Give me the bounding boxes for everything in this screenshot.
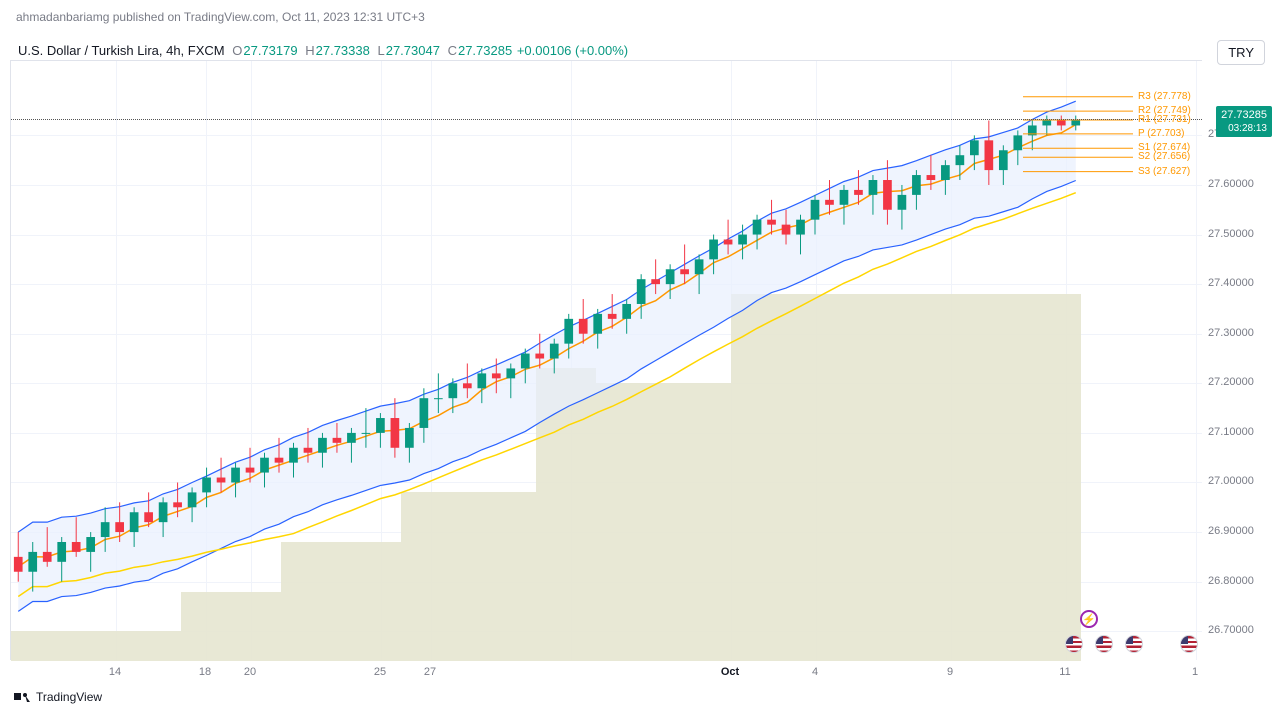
y-tick-label: 27.40000 — [1208, 277, 1254, 289]
y-tick-label: 27.50000 — [1208, 228, 1254, 240]
y-tick-label: 27.20000 — [1208, 376, 1254, 388]
x-tick-label: 27 — [424, 666, 436, 678]
chart-title: U.S. Dollar / Turkish Lira, 4h, FXCM O27… — [18, 43, 628, 58]
y-tick-label: 27.30000 — [1208, 327, 1254, 339]
y-tick-label: 27.60000 — [1208, 178, 1254, 190]
pivot-label-r1: R1 (27.731) — [1138, 114, 1191, 125]
chart-area[interactable]: R3 (27.778)R2 (27.749)R1 (27.731)P (27.7… — [10, 60, 1202, 660]
x-tick-label: 20 — [244, 666, 256, 678]
flag-us-icon — [1065, 635, 1083, 653]
x-axis: 1418202527Oct49111 — [10, 660, 1202, 690]
publish-header: ahmadanbariamg published on TradingView.… — [16, 10, 425, 24]
x-tick-label: 25 — [374, 666, 386, 678]
y-tick-label: 27.10000 — [1208, 426, 1254, 438]
x-tick-label: Oct — [721, 666, 739, 678]
y-tick-label: 27.00000 — [1208, 475, 1254, 487]
y-axis: 27.7000027.6000027.5000027.4000027.30000… — [1202, 60, 1272, 660]
pivot-label-s3: S3 (27.627) — [1138, 166, 1190, 177]
x-tick-label: 9 — [947, 666, 953, 678]
pivot-label-p: P (27.703) — [1138, 128, 1185, 139]
x-tick-label: 4 — [812, 666, 818, 678]
flag-us-icon — [1095, 635, 1113, 653]
x-tick-label: 11 — [1059, 666, 1070, 678]
flag-us-icon — [1180, 635, 1198, 653]
y-tick-label: 26.80000 — [1208, 575, 1254, 587]
x-tick-label: 18 — [199, 666, 211, 678]
pivot-label-s2: S2 (27.656) — [1138, 151, 1190, 162]
x-tick-label: 1 — [1192, 666, 1198, 678]
y-tick-label: 26.90000 — [1208, 525, 1254, 537]
price-badge: 27.7328503:28:13 — [1216, 106, 1272, 137]
bolt-icon: ⚡ — [1080, 610, 1098, 628]
pivot-label-r3: R3 (27.778) — [1138, 91, 1191, 102]
tradingview-brand: TradingView — [14, 690, 102, 704]
flag-us-icon — [1125, 635, 1143, 653]
x-tick-label: 14 — [109, 666, 121, 678]
current-price-line — [11, 119, 1202, 120]
y-tick-label: 26.70000 — [1208, 624, 1254, 636]
